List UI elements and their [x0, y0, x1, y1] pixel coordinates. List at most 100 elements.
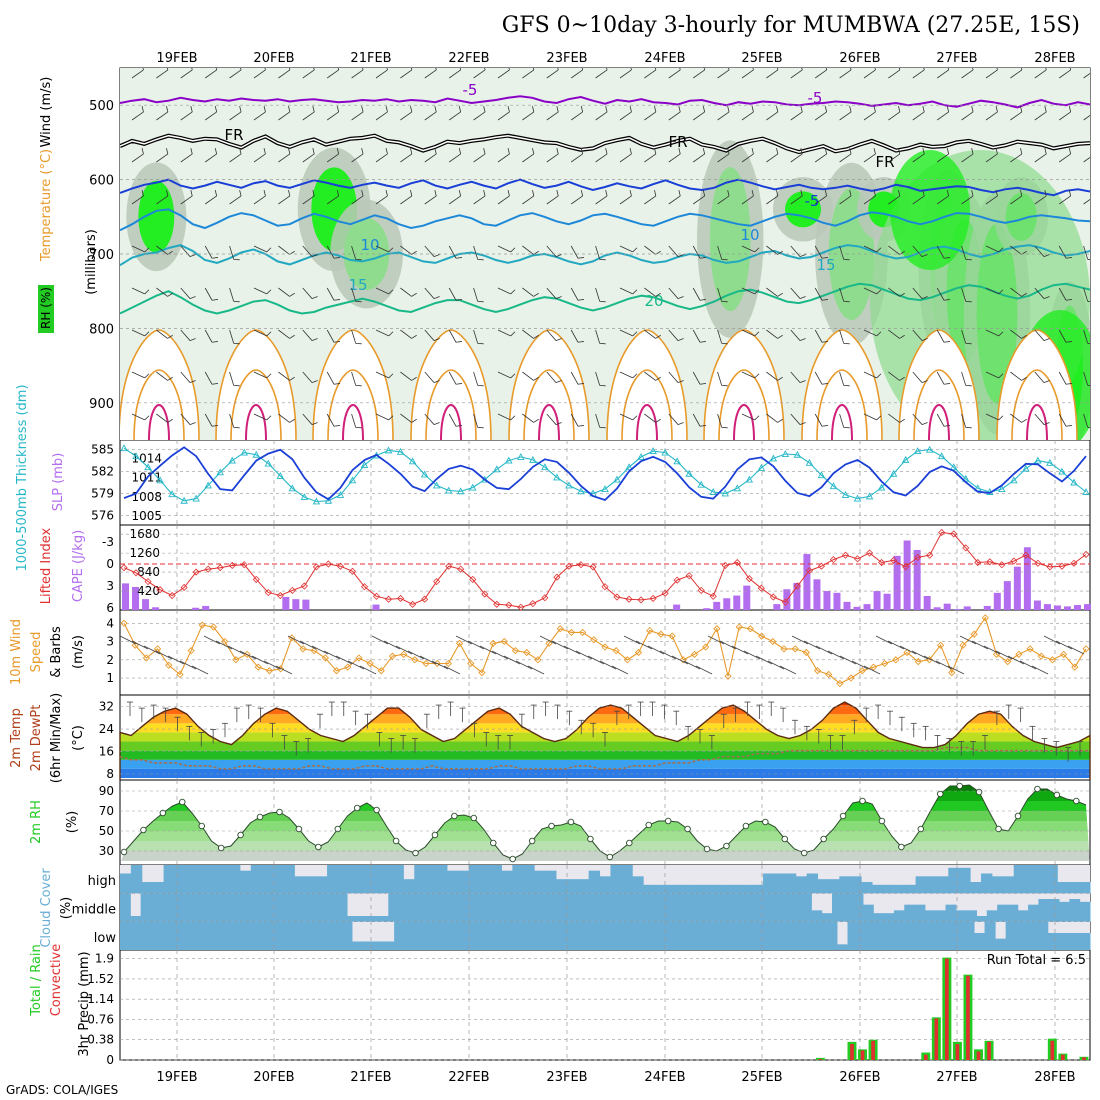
- y-tick-label: 582: [91, 465, 114, 479]
- wind-barb: [619, 329, 633, 337]
- wind-barb-flag: [898, 190, 901, 197]
- wind-barb: [400, 329, 412, 339]
- wind-barb-flag: [654, 148, 657, 155]
- wind-barb-flag: [411, 292, 417, 297]
- wind-barb: [1083, 157, 1090, 163]
- wind-barb: [229, 153, 242, 163]
- cloud-bar: [708, 884, 720, 894]
- cloud-bar: [490, 865, 502, 894]
- wind-barb: [497, 153, 510, 163]
- wind-barb: [497, 413, 511, 421]
- cape-bar: [913, 549, 921, 610]
- wind10-axis-label-3: & Barbs: [49, 626, 64, 678]
- cloud-bar: [534, 870, 546, 894]
- wind-barb-10m: [299, 640, 317, 650]
- cloud-bar: [583, 921, 595, 950]
- cloud-bar: [214, 921, 226, 950]
- precip-legend-total: Total / Rain: [29, 944, 44, 1017]
- data-point: [805, 458, 814, 466]
- cape-bar: [1003, 581, 1011, 610]
- cloud-bar: [254, 893, 265, 922]
- cloud-bar: [687, 893, 699, 922]
- cloud-bar: [739, 893, 750, 922]
- wind-barb: [619, 69, 632, 79]
- rh-point: [490, 839, 497, 847]
- temp-line: [119, 701, 1091, 780]
- cape-bar: [192, 607, 200, 610]
- y-tick-label: 70: [99, 804, 114, 818]
- data-point: [348, 476, 357, 484]
- cloud-bar: [1079, 882, 1091, 894]
- wind-barb: [1010, 413, 1022, 423]
- wind-barb-flag: [1094, 106, 1095, 112]
- precip-tick-label: 0: [106, 1053, 114, 1067]
- wind-barb-flag: [144, 247, 150, 253]
- wind-barb-flag: [998, 331, 1004, 337]
- wind-barb-flag: [288, 106, 291, 113]
- wind-barb-flag: [821, 341, 828, 343]
- wind-barb-flag: [167, 376, 173, 381]
- cloud-bar: [948, 867, 960, 894]
- cloud-bar: [196, 865, 208, 894]
- wind-barb-flag: [699, 299, 706, 301]
- wind-barb-flag: [1065, 425, 1072, 427]
- wind-barb-flag: [678, 190, 681, 197]
- wind-barb: [570, 371, 579, 385]
- wind-barb-flag: [801, 68, 803, 71]
- wind-barb: [302, 245, 313, 257]
- data-point: [901, 455, 910, 463]
- wind-barb-flag: [998, 289, 1004, 295]
- wind-barb-flag: [606, 68, 608, 71]
- wind-barb: [229, 329, 235, 344]
- rh-point: [431, 831, 439, 839]
- wind-barb: [278, 413, 290, 423]
- cloud-bar: [512, 865, 524, 894]
- wind-barb-flag: [821, 299, 828, 301]
- wind-barb-flag: [211, 299, 218, 301]
- wind-barb-flag: [655, 292, 661, 297]
- wind-barb-10m: [491, 650, 509, 660]
- wind-barb-flag: [167, 292, 173, 297]
- wind-barb-flag: [898, 68, 901, 71]
- wind-barb: [766, 329, 778, 339]
- cape-bar: [1033, 600, 1041, 610]
- wind-barb: [302, 69, 315, 79]
- cloud-bar: [446, 870, 459, 894]
- wind-barb-flag: [311, 380, 318, 383]
- wind-barb: [156, 111, 169, 121]
- wind-barb: [156, 245, 168, 255]
- pressure-tick-label: 900: [89, 397, 114, 412]
- wind-barb: [156, 329, 168, 339]
- wind-barb-flag: [510, 247, 516, 253]
- bottom-date-label: 19FEB: [156, 1070, 197, 1085]
- rh-point: [567, 818, 575, 826]
- wind-barb: [766, 413, 778, 423]
- wind-barb-10m: [503, 655, 521, 665]
- cape-bar: [793, 582, 801, 610]
- wind-barb: [448, 69, 461, 79]
- cloud-bar: [467, 921, 479, 950]
- rh-region: [890, 150, 970, 270]
- data-point: [601, 485, 609, 493]
- wind-barb: [790, 195, 803, 205]
- rh-point: [645, 821, 652, 829]
- wind-barb-flag: [922, 190, 925, 197]
- cloud-bar: [403, 879, 415, 894]
- cloud-bar: [202, 893, 214, 922]
- cloud-bar: [235, 921, 248, 950]
- cloud-bar: [436, 865, 448, 894]
- wind-barb: [570, 413, 579, 427]
- cloud-bar: [457, 921, 469, 950]
- wind-barb-flag: [532, 190, 535, 197]
- rh-legend-label: RH (%): [39, 287, 53, 329]
- cape-bar: [993, 592, 1001, 610]
- wind-barb-flag: [333, 341, 340, 343]
- cloud-bar: [337, 865, 350, 894]
- wind-barb-flag: [777, 376, 783, 381]
- top-date-label: 24FEB: [644, 51, 685, 66]
- wind-barb: [473, 329, 479, 344]
- wind-barb: [522, 329, 534, 339]
- cloud-bar: [414, 865, 426, 894]
- cloud-bar: [383, 941, 395, 950]
- wind-barb-flag: [1094, 148, 1095, 154]
